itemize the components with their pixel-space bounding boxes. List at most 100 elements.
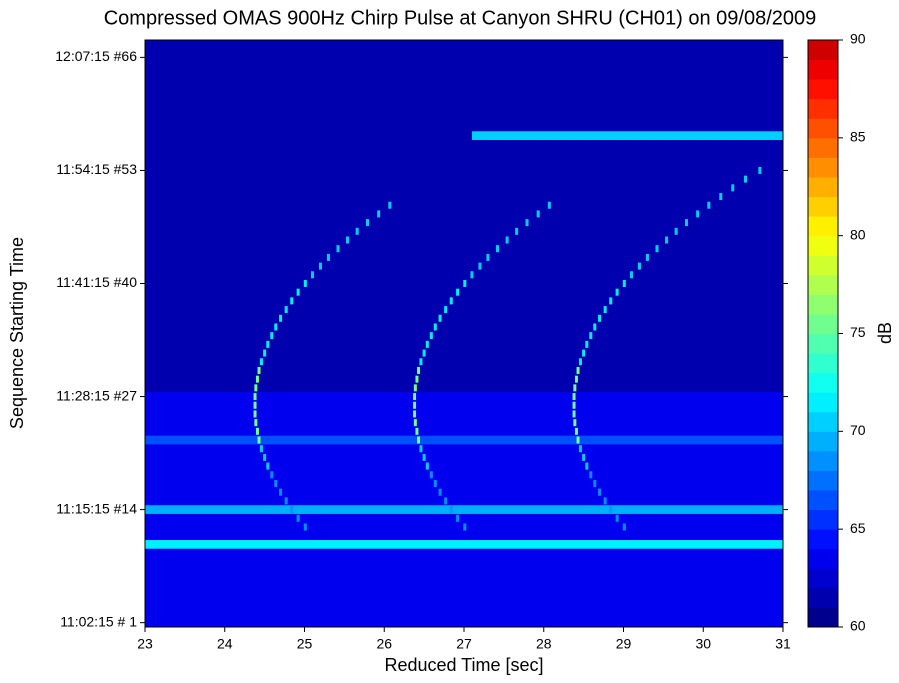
arrival-cell xyxy=(578,358,582,366)
arrival-cell xyxy=(259,445,263,453)
colorbar-cell xyxy=(808,313,838,334)
colorbar-cell xyxy=(808,470,838,491)
arrival-cell xyxy=(573,419,577,427)
arrival-cell xyxy=(444,497,448,505)
colorbar-cell xyxy=(808,59,838,80)
x-tick-label: 26 xyxy=(376,636,392,652)
colorbar-cell xyxy=(808,255,838,276)
arrival-cell xyxy=(585,340,589,348)
arrival-cell xyxy=(303,523,307,531)
colorbar-cell xyxy=(808,607,838,628)
colorbar-cell xyxy=(808,568,838,589)
arrival-cell xyxy=(609,506,613,514)
arrival-cell xyxy=(615,288,619,296)
colorbar-cell xyxy=(808,587,838,608)
x-tick-label: 30 xyxy=(695,636,711,652)
arrival-cell xyxy=(415,427,419,435)
arrival-cell xyxy=(589,332,593,340)
arrival-cell xyxy=(593,480,597,488)
arrival-cell xyxy=(266,462,270,470)
arrival-cell xyxy=(622,523,626,531)
arrival-cell xyxy=(263,349,267,357)
arrival-cell xyxy=(429,332,433,340)
arrival-cell xyxy=(444,306,448,314)
arrival-cell xyxy=(253,410,257,418)
arrival-cell xyxy=(685,219,689,227)
arrival-cell xyxy=(257,366,261,374)
x-tick-label: 29 xyxy=(616,636,632,652)
arrival-cell xyxy=(433,480,437,488)
arrival-cell xyxy=(310,271,314,279)
arrival-cell xyxy=(572,410,576,418)
arrival-cell xyxy=(284,497,288,505)
arrival-cell xyxy=(336,245,340,253)
arrival-cell xyxy=(255,375,259,383)
arrival-cell xyxy=(429,471,433,479)
arrival-cell xyxy=(593,323,597,331)
x-axis-label: Reduced Time [sec] xyxy=(384,655,543,675)
arrival-cell xyxy=(279,314,283,322)
arrival-cell xyxy=(355,227,359,235)
arrival-cell xyxy=(578,445,582,453)
arrival-cell xyxy=(495,245,499,253)
colorbar-tick-label: 90 xyxy=(850,31,866,47)
arrival-cell xyxy=(744,175,748,183)
arrival-cell xyxy=(326,253,330,261)
y-tick-label: 11:15:15 #14 xyxy=(56,500,137,516)
arrival-cell xyxy=(573,384,577,392)
arrival-cell xyxy=(582,453,586,461)
arrival-cell xyxy=(259,358,263,366)
arrival-cell xyxy=(609,297,613,305)
arrival-cell xyxy=(574,427,578,435)
arrival-cell xyxy=(413,410,417,418)
arrival-cell xyxy=(296,288,300,296)
arrival-cell xyxy=(707,201,711,209)
arrival-cell xyxy=(254,419,258,427)
arrival-cell xyxy=(655,245,659,253)
arrival-cell xyxy=(263,453,267,461)
colorbar-cell xyxy=(808,411,838,432)
colorbar-cell xyxy=(808,216,838,237)
arrival-cell xyxy=(413,384,417,392)
colorbar-cell xyxy=(808,450,838,471)
arrival-cell xyxy=(274,323,278,331)
colorbar-cell xyxy=(808,235,838,256)
arrival-cell xyxy=(270,471,274,479)
arrival-cell xyxy=(413,401,417,409)
arrival-cell xyxy=(576,436,580,444)
colorbar-tick-label: 65 xyxy=(850,520,866,536)
arrival-cell xyxy=(615,514,619,522)
arrival-cell xyxy=(270,332,274,340)
arrival-cell xyxy=(719,193,723,201)
arrival-cell xyxy=(515,227,519,235)
arrival-cell xyxy=(696,210,700,218)
colorbar-cell xyxy=(808,392,838,413)
arrival-cell xyxy=(415,375,419,383)
arrival-cell xyxy=(279,488,283,496)
arrival-cell xyxy=(572,393,576,401)
arrival-cell xyxy=(758,166,762,174)
arrival-cell xyxy=(422,349,426,357)
colorbar-cell xyxy=(808,294,838,315)
chart-title: Compressed OMAS 900Hz Chirp Pulse at Can… xyxy=(104,7,817,29)
colorbar-tick-label: 80 xyxy=(850,226,866,242)
arrival-cell xyxy=(486,253,490,261)
arrival-cell xyxy=(290,506,294,514)
arrival-cell xyxy=(598,488,602,496)
x-tick-label: 31 xyxy=(775,636,791,652)
y-tick-label: 12:07:15 #66 xyxy=(55,48,137,64)
arrival-cell xyxy=(346,236,350,244)
y-tick-label: 11:41:15 #40 xyxy=(56,274,137,290)
arrival-cell xyxy=(255,427,259,435)
arrival-cell xyxy=(603,497,607,505)
y-axis-label: Sequence Starting Time xyxy=(7,237,27,429)
colorbar-cell xyxy=(808,40,838,61)
arrival-cell xyxy=(589,471,593,479)
colorbar-cell xyxy=(808,137,838,158)
arrival-cell xyxy=(525,219,529,227)
colorbar-cell xyxy=(808,353,838,374)
colorbar-cell xyxy=(808,98,838,119)
arrival-cell xyxy=(318,262,322,270)
arrival-cell xyxy=(456,514,460,522)
arrival-cell xyxy=(582,349,586,357)
